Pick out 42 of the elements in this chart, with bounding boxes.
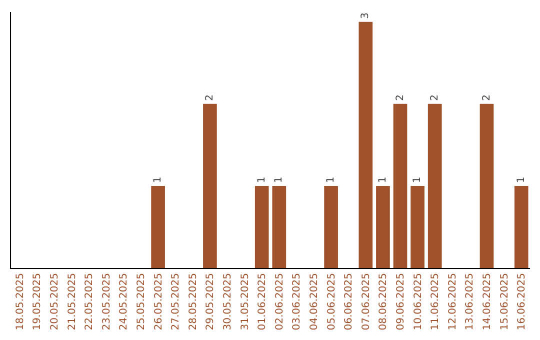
data-label: 1 bbox=[516, 176, 527, 183]
x-tick-label: 10.06.2025 bbox=[412, 273, 424, 330]
x-tick-label: 11.06.2025 bbox=[430, 273, 442, 330]
x-tick-label: 27.05.2025 bbox=[170, 273, 182, 330]
x-tick-label: 18.05.2025 bbox=[14, 273, 26, 330]
x-tick-label: 19.05.2025 bbox=[32, 273, 44, 330]
data-label: 1 bbox=[326, 176, 337, 183]
x-tick-label: 06.06.2025 bbox=[344, 273, 355, 330]
data-label: 1 bbox=[377, 176, 388, 183]
x-tick-label: 12.06.2025 bbox=[447, 273, 458, 330]
x-tick-label: 30.05.2025 bbox=[222, 273, 234, 330]
x-tick-label: 02.06.2025 bbox=[274, 273, 286, 330]
x-tick-label: 14.06.2025 bbox=[482, 273, 493, 330]
data-label: 2 bbox=[429, 94, 440, 101]
data-label: 2 bbox=[394, 94, 406, 101]
x-tick-label: 26.05.2025 bbox=[153, 273, 164, 330]
data-label: 1 bbox=[412, 176, 424, 183]
data-label: 2 bbox=[481, 94, 492, 101]
x-tick-label: 13.06.2025 bbox=[464, 273, 476, 330]
x-tick-label: 24.05.2025 bbox=[118, 273, 130, 330]
x-tick-label: 28.05.2025 bbox=[188, 273, 199, 330]
x-tick-label: 03.06.2025 bbox=[292, 273, 303, 330]
x-tick-label: 05.06.2025 bbox=[326, 273, 338, 330]
x-tick-label: 04.06.2025 bbox=[309, 273, 320, 330]
x-tick-label: 25.05.2025 bbox=[136, 273, 147, 330]
x-tick-label: 01.06.2025 bbox=[257, 273, 268, 330]
x-tick-label: 23.05.2025 bbox=[101, 273, 112, 330]
x-tick-label: 08.06.2025 bbox=[378, 273, 390, 330]
x-tick-label: 22.05.2025 bbox=[84, 273, 96, 330]
x-tick-label: 20.05.2025 bbox=[50, 273, 60, 330]
x-tick-label: 15.06.2025 bbox=[499, 273, 510, 330]
x-tick-label: 31.05.2025 bbox=[240, 273, 251, 330]
x-tick-label: 21.05.2025 bbox=[66, 273, 78, 330]
data-label: 3 bbox=[360, 12, 372, 19]
x-tick-label: 29.05.2025 bbox=[205, 273, 216, 330]
data-label: 2 bbox=[204, 94, 216, 101]
data-label: 1 bbox=[256, 176, 268, 183]
x-tick-label: 16.06.2025 bbox=[516, 273, 528, 330]
data-label: 1 bbox=[152, 176, 164, 183]
data-label: 1 bbox=[274, 176, 285, 183]
x-tick-label: 07.06.2025 bbox=[360, 273, 372, 330]
x-tick-label: 09.06.2025 bbox=[396, 273, 406, 330]
